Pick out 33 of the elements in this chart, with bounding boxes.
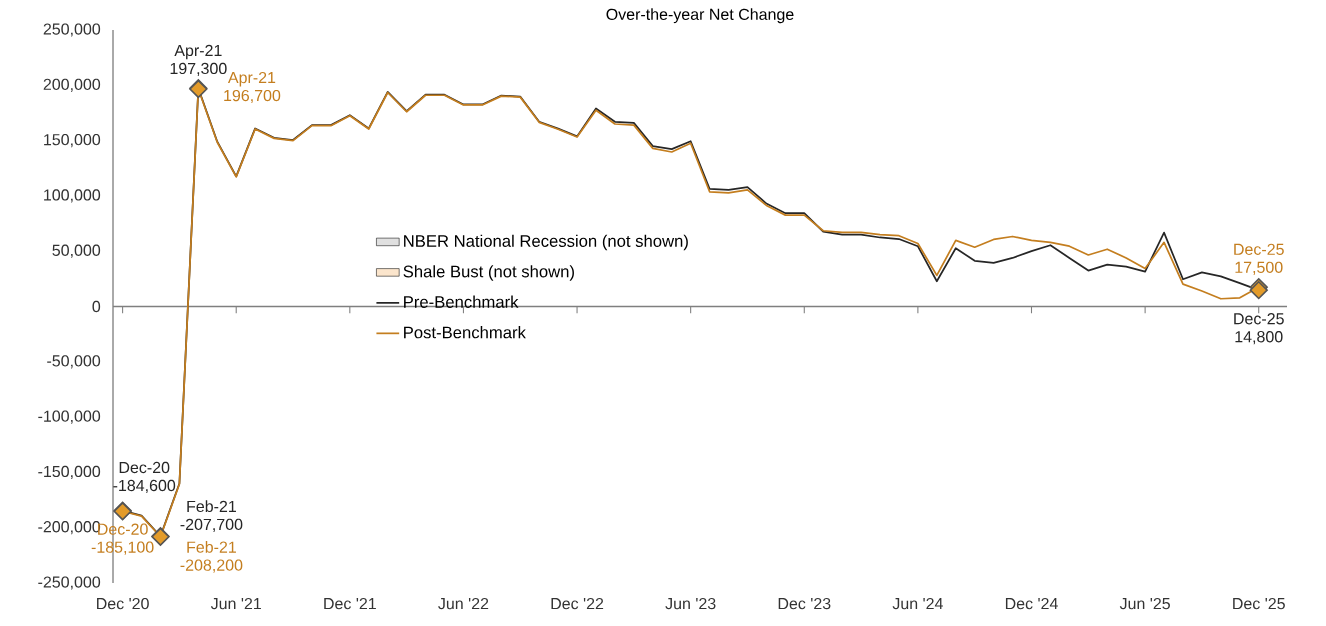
legend-label: Shale Bust (not shown) <box>403 265 574 281</box>
annotation: Dec-20 -184,600 <box>113 461 176 494</box>
y-tick-label: -100,000 <box>38 410 101 424</box>
x-tick-label: Jun '22 <box>438 597 489 610</box>
x-tick-label: Dec '23 <box>778 597 831 610</box>
y-tick-label: 200,000 <box>43 78 101 92</box>
x-tick-label: Dec '20 <box>97 597 149 610</box>
legend-label: Post-Benchmark <box>404 326 526 339</box>
y-tick-label: 250,000 <box>43 23 101 37</box>
annotation: Dec-25 14,800 <box>1234 313 1284 345</box>
annotation: Apr-21 197,300 <box>170 44 227 77</box>
y-tick-label: 150,000 <box>44 133 101 148</box>
y-tick-label: 0 <box>92 300 101 313</box>
x-tick-label: Jun '21 <box>210 597 261 610</box>
x-tick-label: Dec '24 <box>1005 597 1058 610</box>
x-tick-label: Jun '24 <box>892 597 943 610</box>
y-tick-label: -150,000 <box>38 465 101 480</box>
chart-title: Over-the-year Net Change <box>606 8 794 24</box>
y-tick-label: -50,000 <box>47 355 101 369</box>
annotation: Feb-21 -207,700 <box>180 500 243 532</box>
x-tick-label: Dec '21 <box>324 597 376 610</box>
y-tick-label: 50,000 <box>52 244 101 258</box>
y-tick-label: 100,000 <box>44 189 101 203</box>
x-tick-label: Dec '22 <box>551 597 604 610</box>
x-tick-label: Dec '25 <box>1233 597 1285 610</box>
annotation: Feb-21 -208,200 <box>180 541 243 573</box>
y-tick-label: -200,000 <box>38 521 101 535</box>
y-tick-label: -250,000 <box>38 576 101 590</box>
legend-label: Pre-Benchmark <box>404 295 519 308</box>
legend-label: NBER National Recession (not shown) <box>404 234 688 251</box>
x-tick-label: Jun '23 <box>665 597 716 610</box>
annotation: Dec-25 17,500 <box>1234 243 1284 275</box>
x-tick-label: Jun '25 <box>1119 597 1170 610</box>
